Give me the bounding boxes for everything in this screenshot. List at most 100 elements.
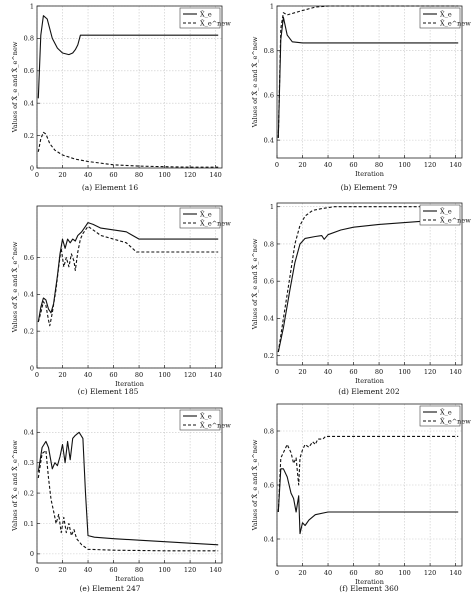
y-tick-label: 0.4 — [24, 291, 34, 299]
x-tick-label: 60 — [349, 368, 357, 376]
chart-panel-3: 0 20 40 60 80 100 120 140 0 0.2 0.4 0.6 Iteration Val… — [11, 205, 231, 396]
series-line-xe-new — [277, 5, 459, 138]
y-tick-label: 0.4 — [24, 429, 34, 437]
series-line-xe — [37, 431, 219, 546]
y-tick-label: 0.4 — [24, 100, 34, 108]
x-tick-label: 0 — [35, 566, 39, 574]
y-tick-label: 0.6 — [264, 481, 274, 489]
x-tick-label: 140 — [449, 368, 461, 376]
y-tick-label: 0.8 — [264, 240, 274, 248]
series-line-xe-new — [277, 435, 459, 513]
x-tick-label: 60 — [349, 161, 357, 169]
y-tick-label: 1 — [270, 203, 274, 211]
legend-label: X̂_e — [200, 412, 212, 420]
x-tick-label: 80 — [135, 566, 143, 574]
x-tick-label: 20 — [298, 161, 306, 169]
x-axis-label: Iteration — [355, 377, 384, 385]
x-tick-label: 0 — [35, 171, 39, 179]
x-tick-label: 100 — [398, 368, 410, 376]
y-tick-label: 0 — [30, 164, 34, 172]
y-axis-label: Values of X̂_e and X̂_e^new — [251, 36, 259, 128]
legend: X̂_eX̂_e^new — [419, 405, 471, 427]
legend-label: X̂_e — [200, 10, 212, 18]
y-axis-label: Values of X̂_e and X̂_e^new — [11, 41, 19, 133]
x-axis-label: Iteration — [355, 170, 384, 178]
series-line-xe — [277, 16, 459, 138]
legend: X̂_eX̂_e^new — [419, 7, 471, 29]
y-tick-label: 0.1 — [24, 520, 34, 528]
y-tick-label: 1 — [270, 2, 274, 10]
x-tick-label: 80 — [135, 371, 143, 379]
y-tick-label: 0.6 — [24, 254, 34, 262]
x-tick-label: 100 — [158, 371, 170, 379]
chart-panel-2: 0 20 40 60 80 100 120 140 0.4 0.6 0.8 1 Iteration Val… — [251, 2, 471, 192]
y-axis-label: Values of X̂_e and X̂_e^new — [251, 439, 259, 531]
x-tick-label: 20 — [58, 371, 66, 379]
legend-label: X̂_e^new — [440, 19, 471, 27]
y-tick-label: 0.4 — [264, 136, 274, 144]
chart-panel-5: 0 20 40 60 80 100 120 140 0 0.1 0.2 0.3 0.4 Iteration… — [11, 407, 231, 593]
x-tick-label: 140 — [209, 566, 221, 574]
panel-caption: (e) Element 247 — [79, 584, 140, 593]
x-tick-label: 20 — [58, 171, 66, 179]
chart-panel-4: 0 20 40 60 80 100 120 140 0.2 0.4 0.6 0.8 1 Iteration… — [251, 202, 471, 396]
plot-frame — [36, 407, 223, 564]
series-line-xe — [37, 15, 219, 99]
x-tick-label: 140 — [209, 371, 221, 379]
x-tick-label: 60 — [109, 371, 117, 379]
x-tick-label: 0 — [275, 161, 279, 169]
panel-caption: (b) Element 79 — [341, 183, 398, 192]
x-tick-label: 100 — [398, 569, 410, 577]
legend-label: X̂_e^new — [200, 219, 231, 227]
legend-label: X̂_e^new — [440, 216, 471, 224]
x-tick-label: 140 — [449, 569, 461, 577]
panel-caption: (f) Element 360 — [339, 584, 399, 593]
x-axis-label: Iteration — [115, 575, 144, 583]
y-tick-label: 0.3 — [24, 459, 34, 467]
series-line-xe-new — [37, 131, 219, 168]
x-tick-label: 80 — [135, 171, 143, 179]
x-axis-label: Iteration — [115, 380, 144, 388]
x-axis-label: Iteration — [355, 578, 384, 586]
legend-label: X̂_e — [200, 210, 212, 218]
legend-label: X̂_e — [440, 10, 452, 18]
plot-frame — [36, 5, 223, 169]
legend-label: X̂_e^new — [440, 417, 471, 425]
x-tick-label: 120 — [424, 161, 436, 169]
y-tick-label: 0.2 — [24, 132, 34, 140]
x-tick-label: 120 — [424, 569, 436, 577]
x-tick-label: 80 — [375, 368, 383, 376]
y-tick-label: 1 — [30, 2, 34, 10]
legend: X̂_eX̂_e^new — [179, 409, 231, 431]
series-line-xe — [277, 217, 459, 353]
y-tick-label: 0.2 — [24, 327, 34, 335]
x-tick-label: 120 — [184, 371, 196, 379]
panel-caption: (c) Element 185 — [78, 387, 139, 396]
x-tick-label: 140 — [449, 161, 461, 169]
x-tick-label: 80 — [375, 161, 383, 169]
legend-label: X̂_e — [440, 408, 452, 416]
panel-caption: (a) Element 16 — [82, 183, 139, 192]
y-tick-label: 0.6 — [264, 278, 274, 286]
x-tick-label: 40 — [84, 171, 92, 179]
y-tick-label: 0.4 — [264, 535, 274, 543]
x-tick-label: 40 — [84, 371, 92, 379]
y-axis-label: Values of X̂_e and X̂_e^new — [11, 440, 19, 532]
series-line-xe-new — [37, 449, 219, 552]
plot-frame — [276, 202, 463, 366]
x-tick-label: 80 — [375, 569, 383, 577]
y-axis-label: Values of X̂_e and X̂_e^new — [251, 238, 259, 330]
legend-label: X̂_e^new — [200, 421, 231, 429]
x-tick-label: 120 — [184, 566, 196, 574]
y-tick-label: 0.8 — [264, 47, 274, 55]
x-tick-label: 100 — [158, 566, 170, 574]
x-tick-label: 40 — [84, 566, 92, 574]
x-tick-label: 20 — [58, 566, 66, 574]
y-tick-label: 0.4 — [264, 315, 274, 323]
y-tick-label: 0.2 — [264, 352, 274, 360]
x-tick-label: 100 — [158, 171, 170, 179]
legend-label: X̂_e — [440, 207, 452, 215]
y-tick-label: 0.2 — [24, 489, 34, 497]
y-tick-label: 0 — [30, 550, 34, 558]
legend: X̂_eX̂_e^new — [419, 204, 471, 226]
